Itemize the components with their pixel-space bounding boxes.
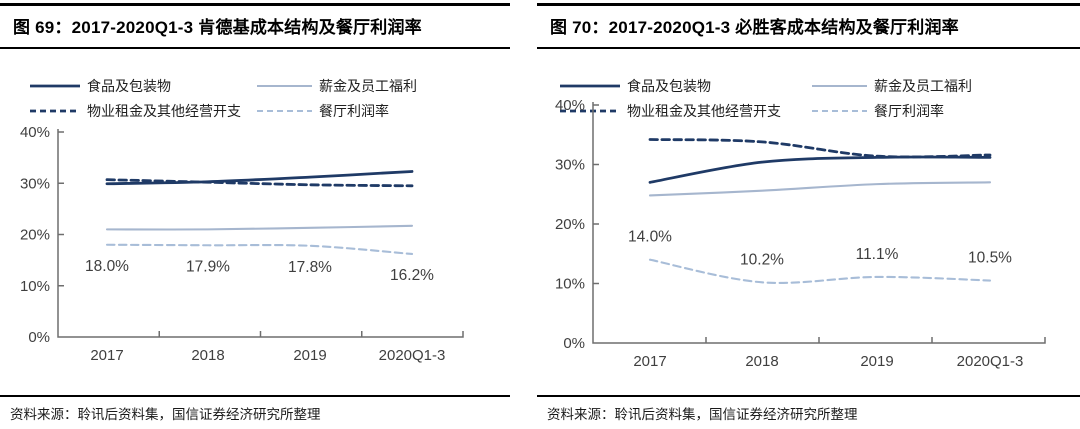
data-label: 10.5% bbox=[968, 250, 1012, 267]
series-line-1 bbox=[648, 181, 992, 197]
legend-line-swatch bbox=[812, 109, 867, 113]
x-tick-label: 2017 bbox=[90, 347, 123, 364]
y-tick-label: 40% bbox=[555, 97, 585, 114]
x-tick-label: 2019 bbox=[293, 347, 326, 364]
source-note: 资料来源：聆讯后资料集，国信证券经济研究所整理 bbox=[547, 407, 858, 422]
figure-69-panel: 图 69：2017-2020Q1-3 肯德基成本结构及餐厅利润率 食品及包装物 薪… bbox=[0, 0, 510, 429]
legend-label: 物业租金及其他经营开支 bbox=[87, 103, 241, 119]
chart-legend: 食品及包装物 薪金及员工福利物业租金及其他经营开支 餐厅利润率 bbox=[0, 0, 510, 130]
figure-70-panel: 图 70：2017-2020Q1-3 必胜客成本结构及餐厅利润率 食品及包装物 薪… bbox=[537, 0, 1080, 429]
source-note: 资料来源：聆讯后资料集，国信证券经济研究所整理 bbox=[10, 407, 321, 422]
legend-item: 餐厅利润率 bbox=[257, 101, 389, 121]
title-divider bbox=[537, 47, 1080, 49]
x-tick-label: 2018 bbox=[191, 347, 224, 364]
legend-item: 薪金及员工福利 bbox=[812, 76, 972, 96]
legend-label: 薪金及员工福利 bbox=[319, 78, 417, 94]
y-tick-label: 20% bbox=[20, 227, 50, 244]
legend-line-swatch bbox=[560, 84, 620, 88]
legend-line-swatch bbox=[30, 84, 80, 88]
figure-title: 图 69：2017-2020Q1-3 肯德基成本结构及餐厅利润率 bbox=[13, 18, 422, 37]
x-tick-label: 2020Q1-3 bbox=[379, 347, 446, 364]
y-tick-label: 0% bbox=[28, 329, 50, 346]
legend-label: 物业租金及其他经营开支 bbox=[627, 103, 781, 119]
legend-line-swatch bbox=[257, 84, 312, 88]
y-tick-label: 0% bbox=[563, 335, 585, 352]
x-tick-label: 2019 bbox=[860, 353, 893, 370]
series-line-0 bbox=[105, 170, 414, 186]
legend-label: 餐厅利润率 bbox=[319, 103, 389, 119]
title-divider bbox=[0, 47, 510, 49]
x-tick-label: 2017 bbox=[633, 353, 666, 370]
x-tick-label: 2018 bbox=[745, 353, 778, 370]
y-tick-label: 20% bbox=[555, 216, 585, 233]
y-tick-label: 10% bbox=[555, 276, 585, 293]
figure-title: 图 70：2017-2020Q1-3 必胜客成本结构及餐厅利润率 bbox=[550, 18, 959, 37]
legend-label: 食品及包装物 bbox=[627, 78, 711, 94]
data-label: 17.8% bbox=[288, 259, 332, 276]
legend-label: 餐厅利润率 bbox=[874, 103, 944, 119]
data-label: 17.9% bbox=[186, 258, 230, 275]
data-label: 11.1% bbox=[856, 246, 899, 263]
legend-line-swatch bbox=[812, 84, 867, 88]
series-line-3 bbox=[105, 243, 414, 256]
y-tick-label: 10% bbox=[20, 278, 50, 295]
series-line-3 bbox=[648, 258, 992, 284]
top-divider bbox=[537, 3, 1080, 6]
line-chart: 40% 30% 20% 10% 0% 2017 2018 2019 2020Q1-3 18.0% 1… bbox=[20, 124, 464, 364]
chart-legend: 食品及包装物 薪金及员工福利物业租金及其他经营开支 餐厅利润率 bbox=[537, 0, 1080, 130]
data-label: 10.2% bbox=[740, 251, 784, 268]
bottom-divider bbox=[0, 395, 510, 397]
data-label: 14.0% bbox=[628, 229, 672, 246]
series-line-1 bbox=[105, 224, 414, 231]
bottom-divider bbox=[537, 395, 1080, 397]
series-line-2 bbox=[105, 178, 414, 188]
legend-label: 食品及包装物 bbox=[87, 78, 171, 94]
data-label: 16.2% bbox=[390, 267, 434, 284]
legend-line-swatch bbox=[30, 109, 80, 113]
legend-label: 薪金及员工福利 bbox=[874, 78, 972, 94]
legend-item: 物业租金及其他经营开支 bbox=[30, 101, 241, 121]
y-tick-label: 30% bbox=[20, 175, 50, 192]
y-tick-label: 40% bbox=[20, 124, 50, 141]
y-tick-label: 30% bbox=[555, 157, 585, 174]
data-label: 18.0% bbox=[85, 258, 129, 275]
top-divider bbox=[0, 3, 510, 6]
legend-item: 餐厅利润率 bbox=[812, 101, 944, 121]
series-line-2 bbox=[648, 138, 992, 159]
axis-frame bbox=[592, 102, 1046, 344]
legend-item: 薪金及员工福利 bbox=[257, 76, 417, 96]
legend-line-swatch bbox=[257, 109, 312, 113]
x-tick-label: 2020Q1-3 bbox=[957, 353, 1024, 370]
legend-line-swatch bbox=[560, 109, 620, 113]
axis-frame bbox=[57, 129, 464, 338]
series-line-0 bbox=[648, 155, 992, 184]
legend-item: 食品及包装物 bbox=[560, 76, 711, 96]
legend-item: 食品及包装物 bbox=[30, 76, 171, 96]
line-chart: 40% 30% 20% 10% 0% 2017 2018 2019 2020Q1-3 14.0% 1… bbox=[555, 97, 1046, 370]
legend-item: 物业租金及其他经营开支 bbox=[560, 101, 781, 121]
